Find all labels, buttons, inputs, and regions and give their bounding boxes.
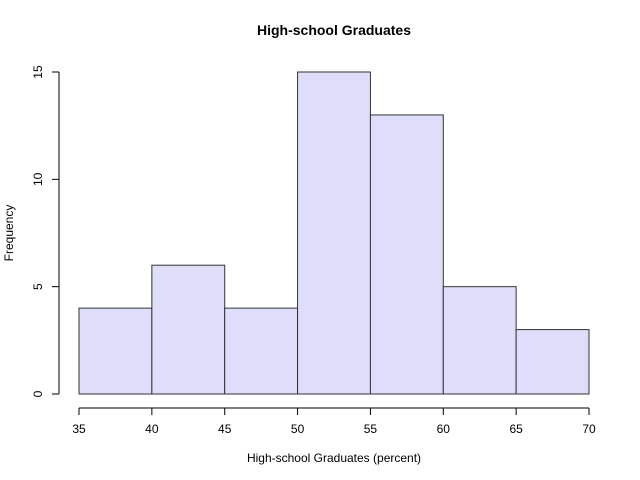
x-tick-label: 70	[582, 422, 596, 436]
x-tick-label: 60	[437, 422, 451, 436]
y-axis: 0 5 10 15	[31, 65, 60, 397]
bars-group	[78, 71, 590, 395]
histogram-bar-4	[369, 114, 444, 395]
histogram-bar-2	[224, 307, 299, 395]
histogram-bar-3	[297, 71, 371, 395]
y-tick-label: 10	[31, 172, 45, 186]
x-tick-label: 45	[218, 422, 232, 436]
histogram-bar-1	[151, 264, 226, 395]
x-axis: 35 40 45 50 55 60 65 70	[72, 407, 596, 436]
y-axis-label: Frequency	[2, 205, 16, 262]
x-tick-label: 65	[509, 422, 523, 436]
histogram-bar-0	[78, 307, 153, 395]
x-tick-label: 55	[364, 422, 378, 436]
x-tick-label: 50	[291, 422, 305, 436]
x-tick-label: 40	[145, 422, 159, 436]
y-tick-label: 0	[31, 390, 45, 397]
histogram-bar-6	[515, 329, 590, 395]
y-tick-label: 5	[31, 283, 45, 290]
histogram-bar-5	[442, 286, 517, 395]
chart-title: High-school Graduates	[257, 22, 411, 38]
x-tick-label: 35	[72, 422, 86, 436]
y-tick-label: 15	[31, 65, 45, 79]
x-axis-label: High-school Graduates (percent)	[247, 451, 421, 465]
